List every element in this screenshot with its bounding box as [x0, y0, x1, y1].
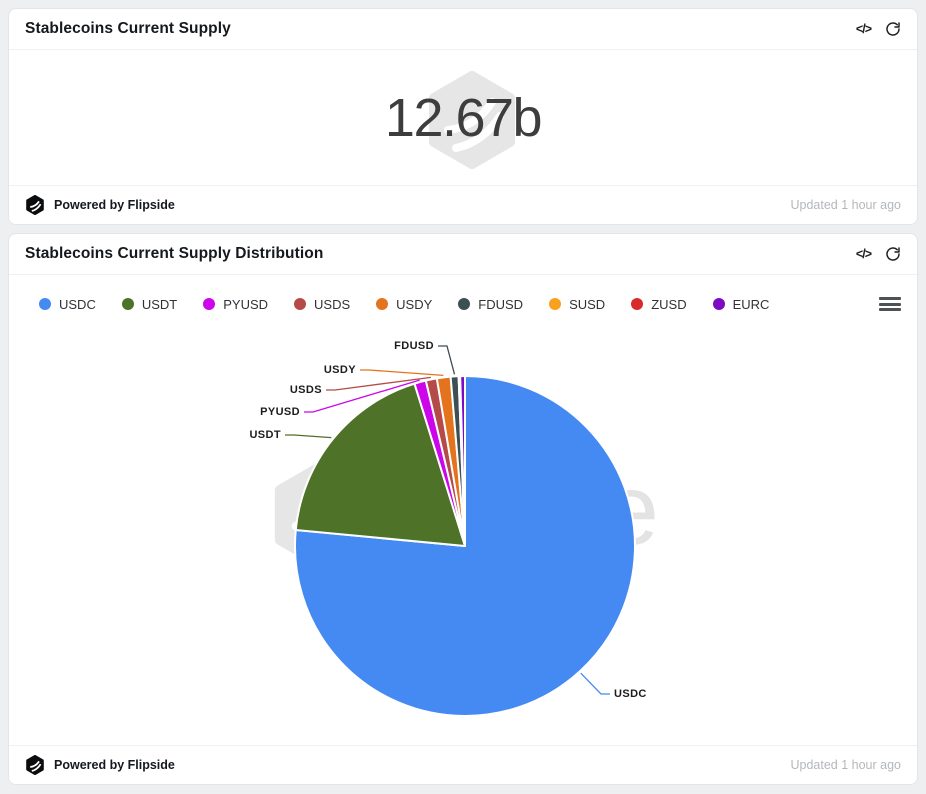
big-number-panel: 12.67b	[9, 50, 917, 185]
legend-item-zusd[interactable]: ZUSD	[631, 296, 687, 312]
card-footer: Powered by Flipside Updated 1 hour ago	[9, 185, 917, 224]
card-title: Stablecoins Current Supply	[25, 20, 231, 37]
legend-item-pyusd[interactable]: PYUSD	[203, 297, 268, 312]
usdt-color-dot	[121, 298, 134, 310]
pie-chart	[285, 345, 636, 717]
label-connector-fdusd	[438, 345, 456, 375]
flipside-watermark-icon	[429, 71, 515, 169]
pie-chart-area: Flipside FDUSD USDY USDS PYUSD USDT USDC	[9, 329, 917, 744]
legend-label: USDY	[396, 296, 433, 312]
label-connector-usds	[326, 376, 431, 391]
legend-label: USDS	[314, 296, 351, 312]
card-header: Stablecoins Current Supply </>	[9, 9, 917, 50]
flipside-logo-icon	[26, 755, 44, 775]
card-stablecoins-supply-distribution: Stablecoins Current Supply Distribution …	[8, 233, 918, 785]
legend-item-usdy[interactable]: USDY	[376, 297, 432, 312]
pie-slice-eurc[interactable]	[459, 375, 466, 547]
legend-item-usds[interactable]: USDS	[294, 297, 350, 312]
legend-item-eurc[interactable]: EURC	[712, 296, 770, 312]
code-embed-icon[interactable]: </>	[855, 22, 872, 36]
label-connector-usdy	[360, 369, 444, 377]
usds-color-dot	[294, 298, 307, 310]
card-footer: Powered by Flipside Updated 1 hour ago	[9, 745, 917, 784]
slice-label-usdc: USDC	[614, 688, 647, 700]
chart-legend: USDC USDT PYUSD USDS USDY FDUSD SUSD ZUS…	[9, 275, 917, 329]
label-connector-pyusd	[304, 379, 420, 413]
susd-color-dot	[549, 298, 562, 310]
header-actions: </>	[856, 246, 901, 262]
powered-by-flipside-link[interactable]: Powered by Flipside	[25, 195, 175, 215]
legend-label: USDC	[59, 296, 96, 312]
card-title: Stablecoins Current Supply Distribution	[25, 245, 324, 262]
label-connector-usdt	[285, 434, 332, 439]
header-actions: </>	[856, 21, 901, 37]
total-supply-value: 12.67b	[384, 87, 543, 148]
updated-timestamp: Updated 1 hour ago	[790, 198, 901, 212]
legend-item-susd[interactable]: SUSD	[549, 297, 605, 312]
usdc-color-dot	[39, 298, 51, 310]
powered-by-label: Powered by Flipside	[54, 198, 175, 212]
legend-item-usdc[interactable]: USDC	[39, 297, 96, 312]
legend-item-usdt[interactable]: USDT	[121, 296, 178, 312]
powered-by-label: Powered by Flipside	[54, 758, 175, 772]
slice-label-pyusd: PYUSD	[260, 406, 300, 418]
legend-label: EURC	[732, 296, 770, 312]
card-stablecoins-current-supply: Stablecoins Current Supply </> 12.67b Po…	[8, 8, 918, 225]
fdusd-color-dot	[458, 298, 471, 310]
legend-label: USDT	[141, 296, 178, 312]
legend-label: ZUSD	[651, 296, 687, 312]
usdy-color-dot	[376, 298, 389, 310]
code-embed-icon[interactable]: </>	[855, 247, 872, 261]
slice-label-fdusd: FDUSD	[394, 340, 434, 352]
zusd-color-dot	[631, 298, 644, 310]
legend-label: FDUSD	[478, 296, 524, 312]
legend-label: SUSD	[569, 296, 606, 312]
card-header: Stablecoins Current Supply Distribution …	[9, 234, 917, 275]
updated-timestamp: Updated 1 hour ago	[790, 758, 901, 772]
slice-label-usdt: USDT	[249, 429, 281, 441]
refresh-icon[interactable]	[885, 246, 901, 262]
pie-slice-usdt[interactable]	[294, 382, 466, 547]
eurc-color-dot	[712, 298, 725, 310]
flipside-logo-icon	[26, 195, 44, 215]
refresh-icon[interactable]	[885, 21, 901, 37]
slice-label-usdy: USDY	[323, 364, 356, 376]
powered-by-flipside-link[interactable]: Powered by Flipside	[25, 755, 175, 775]
pyusd-color-dot	[203, 298, 216, 310]
legend-label: PYUSD	[223, 296, 269, 312]
legend-item-fdusd[interactable]: FDUSD	[458, 297, 523, 312]
chart-context-menu-icon[interactable]	[879, 297, 901, 311]
label-connector-usdc	[580, 672, 610, 695]
slice-label-usds: USDS	[289, 384, 322, 396]
